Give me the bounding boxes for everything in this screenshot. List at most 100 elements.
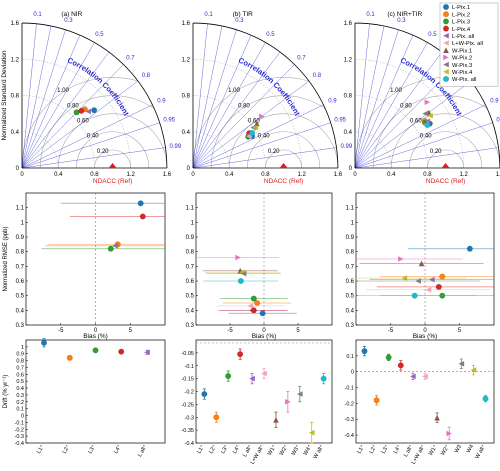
corr-line: [192, 25, 223, 169]
legend-marker: [443, 4, 449, 10]
y-tick-label: 0.3: [16, 323, 25, 329]
y-tick-label: 0.1: [16, 407, 24, 413]
std-circle: [354, 58, 465, 169]
corr-line: [21, 42, 95, 169]
corr-line: [192, 35, 252, 169]
legend-label: W-Pix.4: [452, 70, 473, 76]
corr-tick-label: 0.3: [397, 18, 406, 24]
y-tick-label: 0.8: [182, 94, 191, 100]
bias-point: [250, 307, 257, 314]
bias-point: [250, 295, 257, 302]
drift-point: [213, 414, 220, 421]
y-tick-label: 0: [21, 414, 24, 420]
rms-arc: [372, 95, 500, 168]
taylor-point: [249, 129, 256, 136]
bias-point: [411, 292, 418, 299]
drift-point: [144, 349, 150, 356]
x-tick-label: 5: [458, 328, 462, 334]
legend-label: L-Pix.4: [452, 27, 471, 33]
drift-point: [296, 391, 303, 397]
bias-point: [439, 273, 446, 280]
drift-point: [273, 417, 279, 423]
bias-point: [398, 256, 404, 262]
drift-point: [41, 339, 47, 346]
legend-marker: [443, 69, 449, 75]
x-tick-label: 0: [191, 172, 195, 178]
drift-point: [261, 370, 267, 377]
y-tick-label: 0.7: [16, 264, 25, 270]
corr-tick-label: 0.3: [64, 18, 73, 24]
legend-label: L-Pix. all: [452, 34, 474, 40]
drift-point: [361, 348, 368, 355]
corr-line: [192, 80, 310, 169]
y-tick-label: 0.9: [16, 352, 24, 358]
y-tick-label: 1.2: [182, 57, 191, 63]
y-tick-label: 0.8: [16, 359, 24, 365]
bias-panel-2: -5 0 5 0.3 0.4 0.5 0.6 0.7 0.8 0.9 1 1.1 Bias (%): [186, 192, 333, 340]
rms-arc: [247, 131, 321, 168]
bias-panel-3: -5 0 5 0.3 0.4 0.5 0.6 0.7 0.8 0.9 1 1.1 Bias (%): [346, 192, 495, 340]
bias-point: [235, 254, 241, 261]
y-tick-label: 1: [21, 220, 25, 226]
rms-label: 0.40: [420, 134, 432, 140]
taylor-point: [422, 110, 428, 117]
drift-point: [410, 373, 416, 380]
drift-point: [320, 375, 327, 382]
rms-label: 0.80: [238, 103, 250, 109]
y-tick-label: -0.4: [185, 441, 194, 447]
drift-point: [285, 399, 291, 405]
x-tick-label: -5: [58, 328, 64, 334]
taylor-point: [424, 122, 431, 128]
x-tick-label: L3⁺: [219, 443, 230, 454]
y-tick-label: 0.8: [186, 250, 195, 256]
y-tick-label: 0.5: [16, 379, 24, 385]
legend-marker: [443, 25, 449, 32]
reference-marker: [441, 163, 450, 168]
corr-line: [21, 104, 153, 169]
y-tick-label: 0.5: [346, 294, 355, 300]
taylor-point: [424, 99, 431, 105]
corr-line: [354, 25, 385, 169]
corr-tick-label: 0.1: [366, 12, 375, 18]
y-tick-label: 0: [351, 370, 354, 376]
rms-arc: [210, 95, 338, 168]
drift-point: [308, 429, 315, 436]
corr-line: [192, 51, 281, 169]
legend-label: W-Pix.2: [452, 56, 472, 62]
x-tick-label: 0.8: [90, 172, 99, 178]
y-tick-label: 0.9: [346, 235, 355, 241]
std-circle: [354, 131, 392, 169]
bias-point: [259, 310, 266, 317]
taylor-point: [91, 107, 98, 114]
rms-arc: [228, 113, 338, 168]
drift-panel-1: -0.4-0.3-0.2-0.100.10.20.30.40.50.60.70.…: [3, 338, 166, 458]
outer-arc: [21, 22, 168, 169]
y-tick-label: 1.6: [11, 21, 20, 27]
taylor-point: [254, 120, 260, 127]
taylor-point: [252, 124, 259, 131]
bias-point: [139, 213, 146, 220]
rms-label: 0.60: [77, 119, 89, 125]
y-tick-label: 1.2: [344, 57, 353, 63]
drift-point: [118, 348, 125, 355]
panel-title: (a) NIR: [61, 11, 82, 18]
rms-arc: [265, 149, 303, 168]
x-tick-label: L3⁺: [380, 443, 391, 454]
y-tick-label: 0.4: [11, 130, 20, 136]
x-tick-label: 5: [296, 328, 300, 334]
x-axis-label: Bias (%): [83, 333, 108, 340]
std-circle: [21, 131, 59, 169]
x-tick-label: 1.2: [460, 172, 469, 178]
y-tick-label: -0.3: [185, 415, 194, 421]
x-tick-label: W1⁺: [427, 443, 439, 456]
x-tick-label: 0.8: [261, 172, 270, 178]
std-circle: [21, 58, 132, 169]
y-tick-label: 1.2: [11, 57, 20, 63]
corr-line: [21, 122, 160, 169]
y-tick-label: -0.35: [181, 428, 194, 434]
bias-point: [240, 270, 247, 277]
rms-arc: [193, 77, 338, 168]
rms-arc: [390, 113, 500, 168]
y-tick-label: 0: [16, 166, 20, 172]
